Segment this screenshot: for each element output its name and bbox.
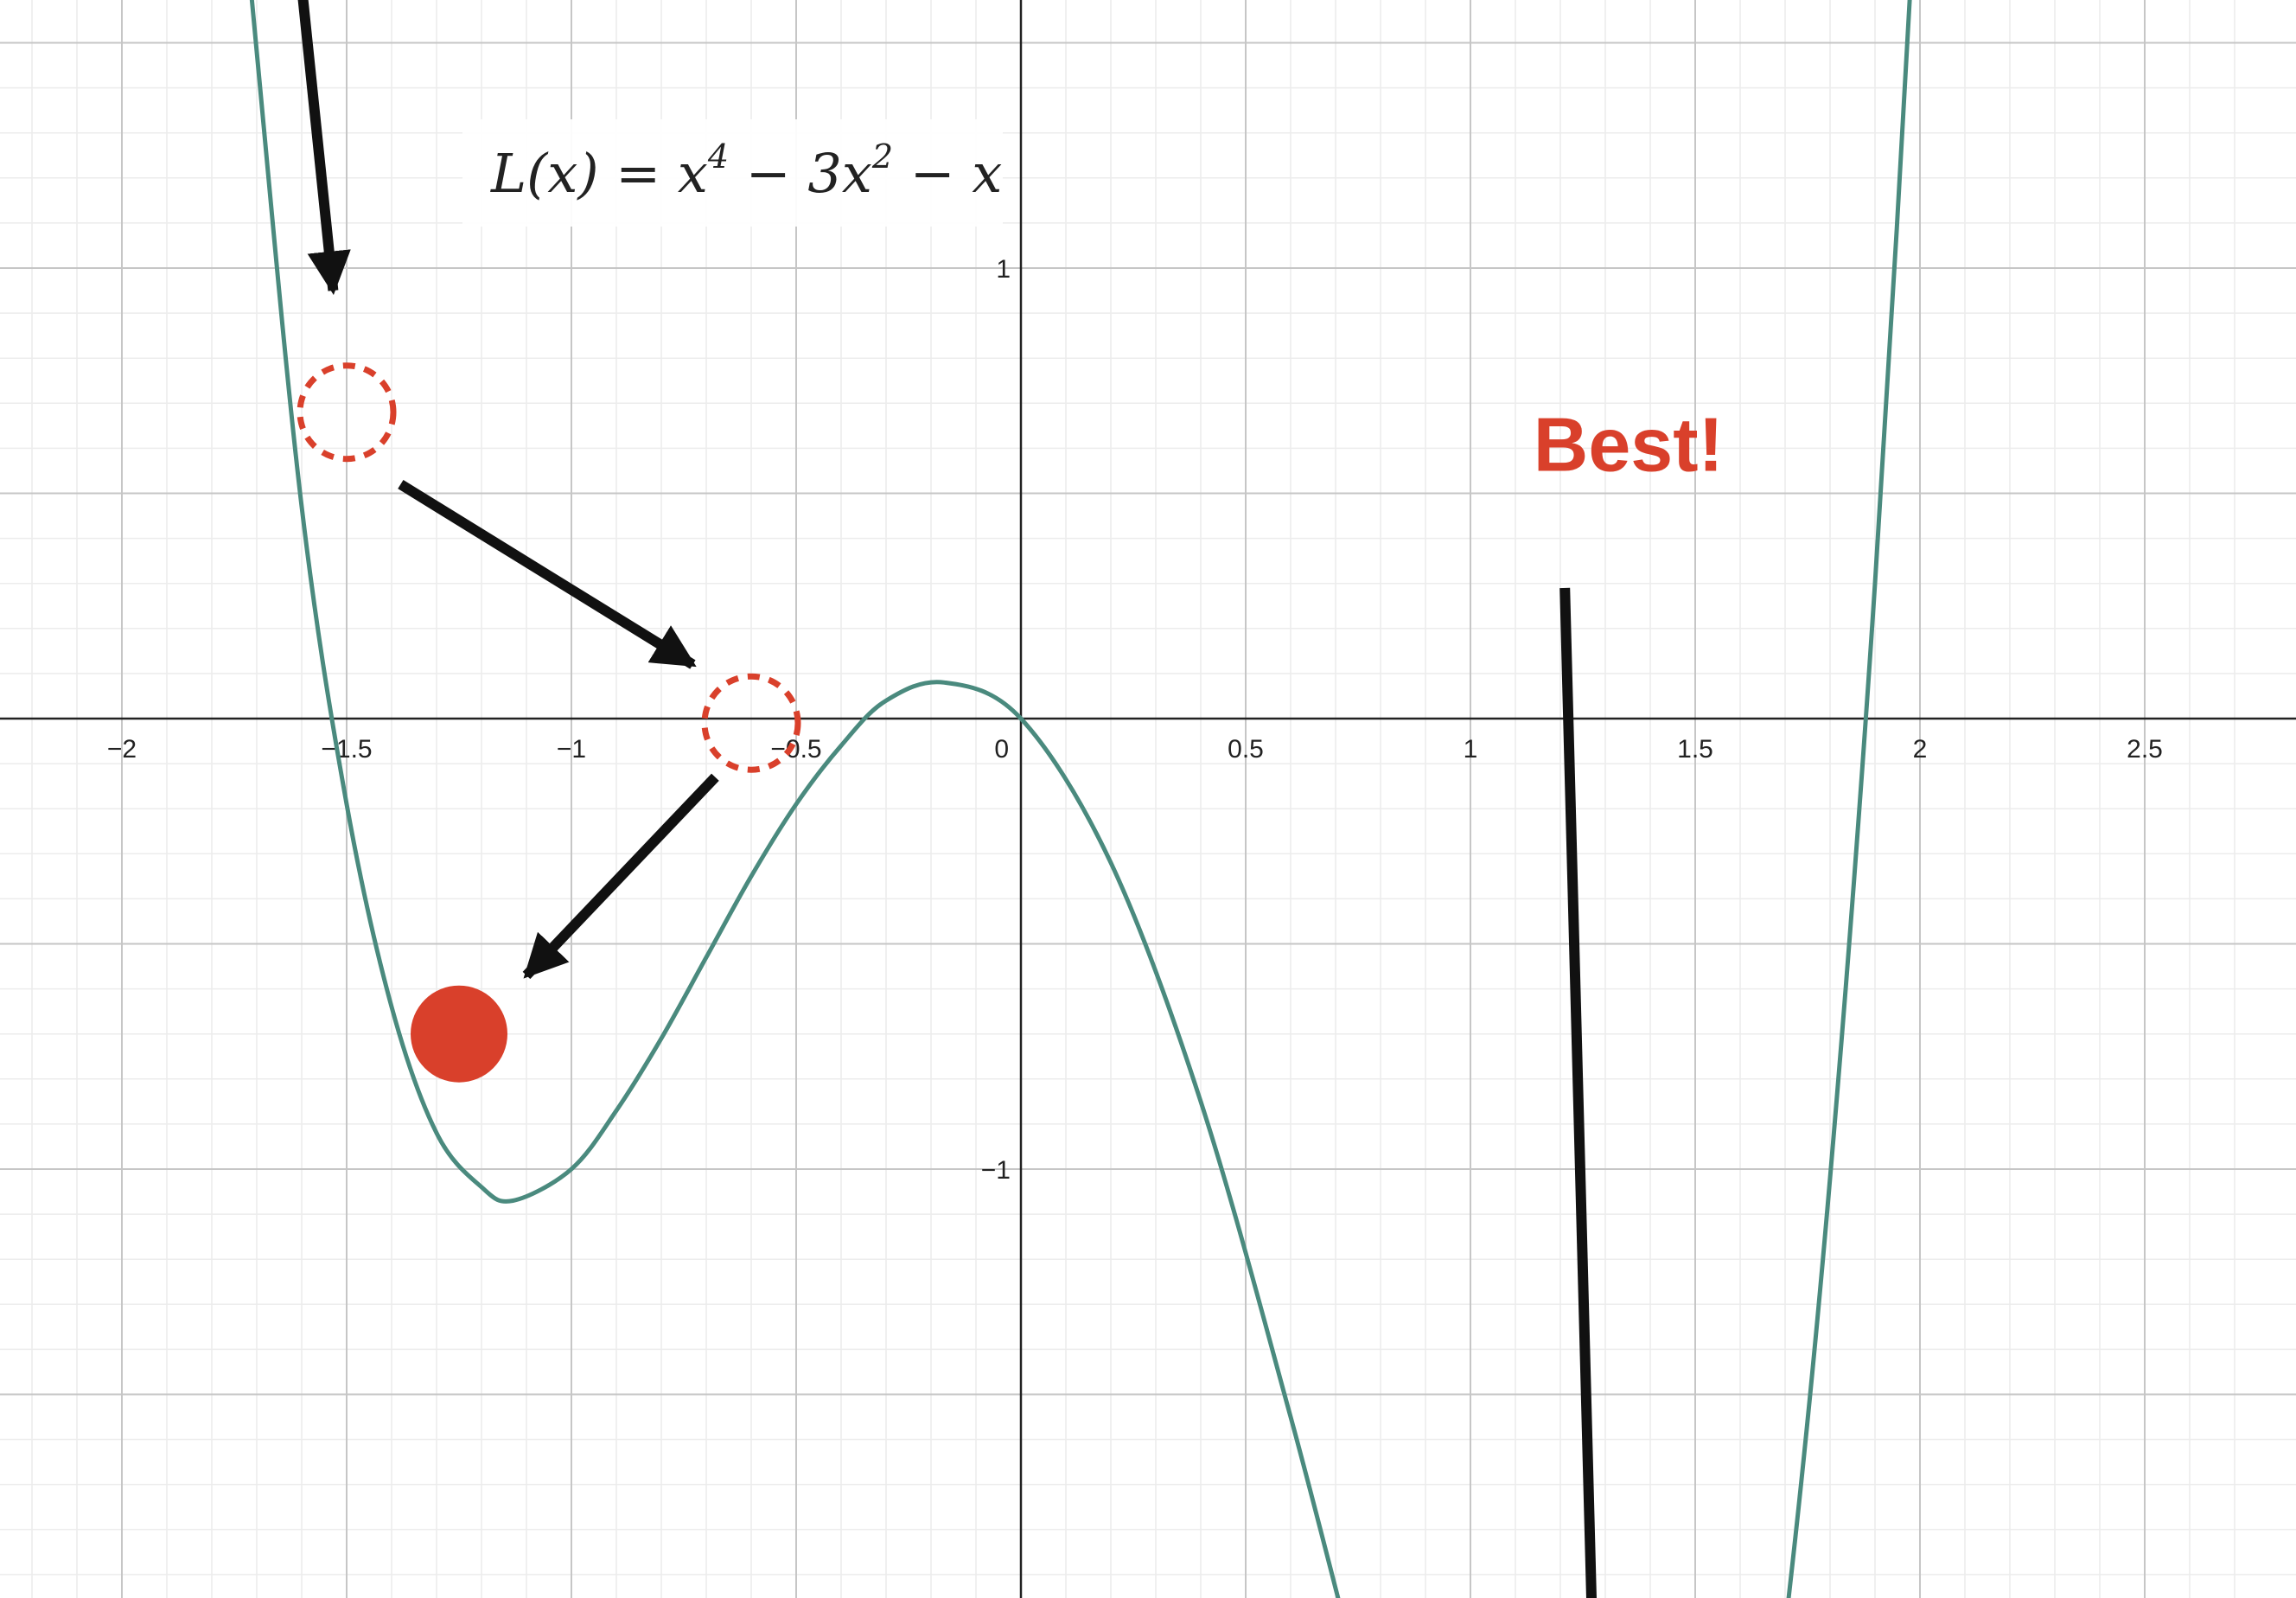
best-label: Best!: [1534, 401, 1724, 487]
x-tick-label: 0: [994, 735, 1009, 764]
formula-minus: −: [893, 142, 972, 205]
y-tick-label: 1: [996, 255, 1011, 284]
step-arrow: [522, 773, 719, 980]
step-arrow: [1559, 587, 1597, 1598]
x-tick-label: −2: [107, 735, 137, 764]
formula-term-x: x: [972, 142, 1002, 205]
annotation-layer: Best!: [297, 0, 1724, 1598]
formula-label: L(x) = x4 − 3x2 − x: [462, 119, 1003, 227]
x-tick-label: 1.5: [1677, 735, 1713, 764]
x-tick-label: −0.5: [770, 735, 821, 764]
x-tick-label: −1: [557, 735, 586, 764]
formula-minus-3: − 3: [729, 142, 842, 205]
current-position-dot: [411, 985, 507, 1083]
svg-text:L(x) = x4 − 3x2 − x: L(x) = x4 − 3x2 − x: [490, 137, 1002, 205]
formula-lhs: L(x) =: [490, 142, 678, 205]
formula-term-x2-exp: 2: [871, 137, 893, 176]
step-arrow: [297, 0, 351, 296]
x-tick-label: 2.5: [2127, 735, 2163, 764]
curve-layer: [249, 0, 1912, 1598]
tick-labels: −2−1.5−1−0.500.511.522.5321−1−2−3: [107, 255, 2163, 1185]
x-tick-label: 2: [1913, 735, 1928, 764]
x-tick-label: 1: [1464, 735, 1478, 764]
dashed-position-circle: [297, 362, 397, 463]
step-arrow: [398, 479, 697, 669]
dashed-position-circle: [701, 673, 801, 773]
loss-curve-line: [249, 0, 1912, 1598]
y-tick-label: −1: [981, 1156, 1011, 1185]
formula-term-x4-base: x: [678, 142, 708, 205]
formula-term-x2-base: x: [842, 142, 872, 205]
x-tick-label: 0.5: [1228, 735, 1264, 764]
formula-term-x4-exp: 4: [707, 137, 729, 176]
x-tick-label: −1.5: [321, 735, 372, 764]
